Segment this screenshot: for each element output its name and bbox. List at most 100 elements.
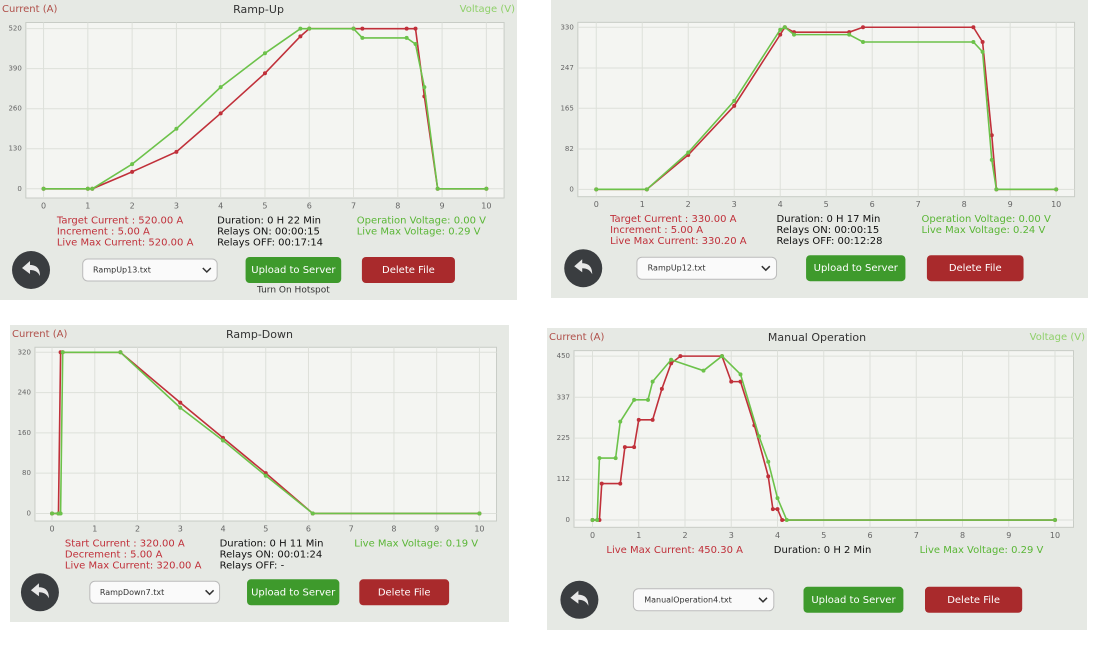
x-tick-label: 8 <box>960 531 965 540</box>
delete-button[interactable] <box>361 257 455 283</box>
delete-button[interactable] <box>359 579 450 606</box>
back-arrow-icon <box>574 259 593 275</box>
y-tick-label: 0 <box>569 185 573 193</box>
data-point <box>599 481 604 486</box>
file-name: RampUp12.txt <box>648 264 706 273</box>
x-tick-label: 1 <box>92 525 97 534</box>
info-text: Relays OFF: - <box>220 560 285 571</box>
file-name: RampUp13.txt <box>93 266 151 275</box>
data-point <box>220 438 225 443</box>
data-point <box>595 518 600 523</box>
info-text: Live Max Current: 330.20 A <box>610 236 747 247</box>
data-point <box>861 25 866 30</box>
info-text: Operation Voltage: 0.00 V <box>922 214 1051 225</box>
info-text: Duration: 0 H 17 Min <box>777 214 881 225</box>
x-tick-label: 8 <box>962 200 967 209</box>
data-point <box>613 456 618 461</box>
data-point <box>632 445 637 450</box>
data-point <box>757 434 761 439</box>
y-tick-label: 337 <box>557 393 570 401</box>
delete-button[interactable] <box>925 586 1023 613</box>
data-point <box>218 85 223 90</box>
x-tick-label: 7 <box>351 202 356 211</box>
y-axis-label: Current (A) <box>12 329 67 340</box>
data-point <box>778 27 783 32</box>
data-point <box>218 111 223 116</box>
info-text: Relays OFF: 00:12:28 <box>777 236 883 247</box>
info-text: Relays ON: 00:00:15 <box>217 227 320 238</box>
data-point <box>435 186 440 191</box>
x-tick-label: 0 <box>594 200 599 209</box>
data-point <box>351 26 356 31</box>
x-tick-label: 6 <box>306 525 311 534</box>
info-text: Relays ON: 00:00:15 <box>777 225 880 236</box>
file-dropdown[interactable] <box>636 256 778 280</box>
chart-title: Ramp-Down <box>226 328 293 341</box>
hotspot-link[interactable]: Turn On Hotspot <box>256 286 330 296</box>
y-tick-label: 390 <box>8 65 21 73</box>
info-text: Live Max Voltage: 0.29 V <box>920 545 1044 556</box>
series-line <box>52 351 480 515</box>
data-point <box>618 419 623 424</box>
data-point <box>58 511 63 516</box>
upload-button[interactable] <box>806 255 906 282</box>
file-dropdown[interactable] <box>89 580 221 604</box>
x-tick-label: 4 <box>778 200 783 209</box>
x-tick-label: 1 <box>636 531 641 540</box>
upload-button[interactable] <box>245 257 342 283</box>
file-dropdown[interactable] <box>82 258 218 282</box>
data-point <box>659 386 664 391</box>
data-point <box>994 187 999 192</box>
upload-button[interactable] <box>803 586 904 613</box>
data-point <box>178 405 183 410</box>
data-point <box>636 417 641 422</box>
dropdown-chevron <box>758 597 768 603</box>
dropdown-chevron <box>202 267 212 274</box>
x-tick-label: 3 <box>178 525 183 534</box>
series-line <box>596 26 1057 191</box>
info-text: Live Max Current: 520.00 A <box>57 238 194 249</box>
data-point <box>307 26 312 31</box>
x-tick-label: 5 <box>824 200 829 209</box>
x-tick-label: 6 <box>867 531 872 540</box>
info-text: Live Max Current: 450.30 A <box>606 545 743 556</box>
data-point <box>971 39 976 44</box>
data-point <box>477 511 482 516</box>
info-text: Live Max Voltage: 0.24 V <box>922 225 1046 236</box>
x-tick-label: 2 <box>682 531 687 540</box>
file-name: RampDown7.txt <box>100 588 164 597</box>
x-tick-label: 10 <box>1051 200 1061 209</box>
data-point <box>618 481 623 486</box>
data-point <box>646 397 650 402</box>
y-tick-label: 82 <box>565 145 574 153</box>
x-tick-label: 5 <box>263 525 268 534</box>
x-tick-label: 2 <box>686 200 691 209</box>
data-point <box>989 157 994 162</box>
x-tick-label: 3 <box>729 531 734 540</box>
data-point <box>298 34 303 39</box>
data-point <box>686 150 691 155</box>
y-tick-label: 165 <box>560 104 573 112</box>
data-point <box>360 35 365 40</box>
file-dropdown[interactable] <box>632 588 775 612</box>
upload-button[interactable] <box>247 579 340 606</box>
data-point <box>770 507 775 512</box>
data-point <box>298 26 303 31</box>
y-tick-label: 330 <box>560 23 573 31</box>
data-point <box>174 126 179 131</box>
data-point <box>775 496 780 501</box>
data-point <box>262 51 267 56</box>
x-tick-label: 7 <box>349 525 354 534</box>
upload-button-label: Upload to Server <box>811 595 896 606</box>
delete-button[interactable] <box>926 255 1024 282</box>
x-tick-label: 8 <box>391 525 396 534</box>
chart-title: Manual Operation <box>768 331 866 344</box>
x-tick-label: 9 <box>440 202 445 211</box>
file-name: ManualOperation4.txt <box>644 595 732 604</box>
x-tick-label: 9 <box>434 525 439 534</box>
data-point <box>780 518 785 523</box>
y-tick-label: 520 <box>8 25 21 33</box>
x-tick-label: 6 <box>307 202 312 211</box>
upload-button-label: Upload to Server <box>251 265 336 276</box>
